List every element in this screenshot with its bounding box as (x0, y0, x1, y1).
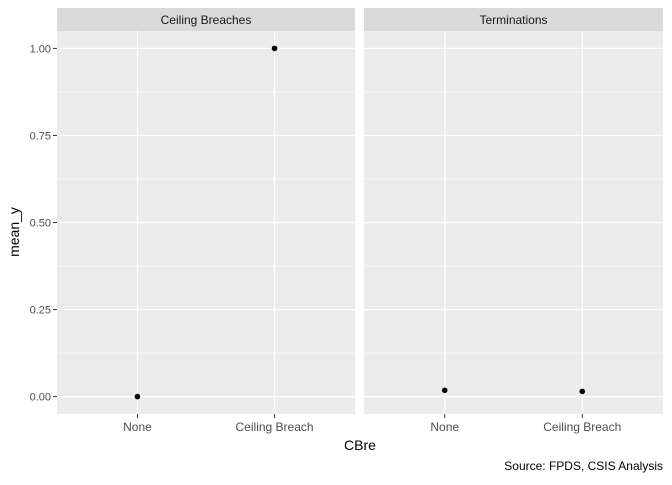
data-point (579, 388, 586, 395)
data-point (271, 45, 278, 52)
data-point (134, 393, 141, 400)
facet-label: Terminations (479, 13, 547, 27)
y-tick-label: 0.75 (30, 130, 51, 142)
data-point (441, 387, 448, 394)
facet-label: Ceiling Breaches (161, 13, 252, 27)
caption: Source: FPDS, CSIS Analysis (504, 459, 663, 473)
x-tick-label: None (430, 420, 459, 434)
y-axis-label: mean_y (6, 207, 22, 257)
y-tick-label: 0.50 (30, 218, 51, 230)
y-tick-label: 0.25 (30, 305, 51, 317)
x-tick-label: Ceiling Breach (543, 420, 621, 434)
facet-strip (364, 8, 663, 31)
y-tick-label: 0.00 (30, 392, 51, 404)
x-tick-label: Ceiling Breach (236, 420, 314, 434)
x-axis-label: CBre (344, 437, 376, 453)
x-tick-label: None (123, 420, 152, 434)
facet-strip (57, 8, 355, 31)
y-tick-label: 1.00 (30, 43, 51, 55)
